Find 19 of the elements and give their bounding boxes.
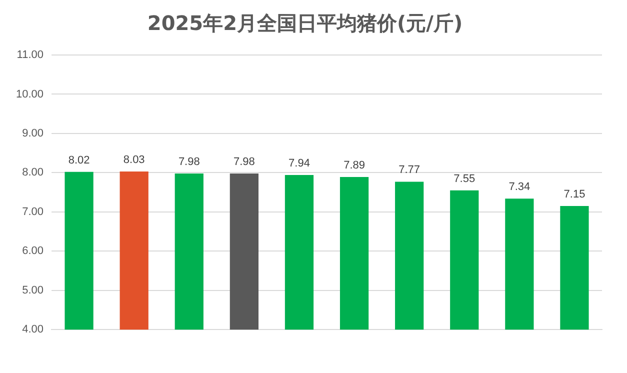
data-label: 7.77 <box>398 164 420 176</box>
chart-title: 2025年2月全国日平均猪价(元/斤) <box>147 11 463 36</box>
y-tick-label: 8.00 <box>22 166 44 179</box>
data-label: 7.98 <box>178 156 200 168</box>
data-label: 7.34 <box>508 181 530 194</box>
data-label: 7.94 <box>288 158 310 170</box>
y-tick-label: 7.00 <box>22 206 44 218</box>
y-tick-label: 9.00 <box>22 127 44 140</box>
data-label: 8.02 <box>68 154 90 166</box>
y-tick-label: 6.00 <box>22 245 44 258</box>
data-label: 7.98 <box>233 156 255 168</box>
data-label: 8.03 <box>123 154 145 166</box>
y-tick-label: 11.00 <box>16 49 44 62</box>
y-tick-label: 4.00 <box>22 324 44 336</box>
data-label: 7.89 <box>344 160 365 172</box>
data-label: 7.15 <box>564 188 586 201</box>
y-tick-label: 5.00 <box>22 284 44 296</box>
data-label: 7.55 <box>454 172 476 185</box>
y-tick-label: 10.00 <box>16 88 44 100</box>
